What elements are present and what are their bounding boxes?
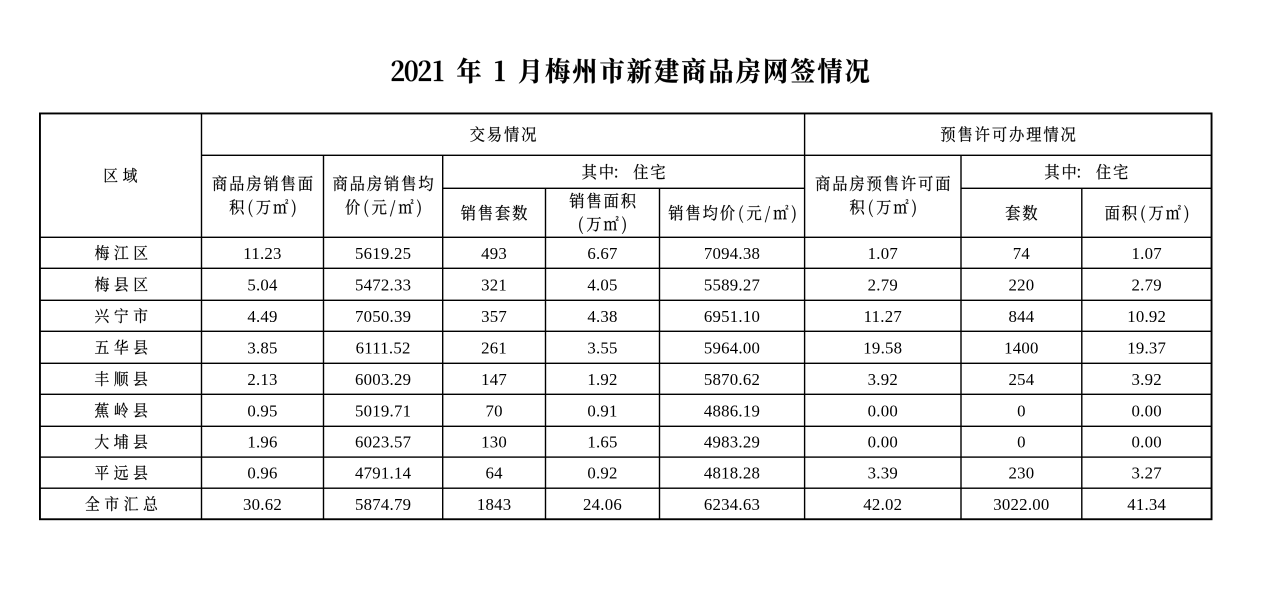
svg-text:10.92: 10.92	[1127, 307, 1166, 326]
svg-text:220: 220	[1008, 275, 1034, 294]
svg-text:6111.52: 6111.52	[356, 338, 411, 357]
svg-text:1400: 1400	[1004, 338, 1039, 357]
svg-text:3.39: 3.39	[868, 464, 898, 483]
svg-text:2.13: 2.13	[247, 370, 277, 389]
svg-text:4.49: 4.49	[247, 307, 277, 326]
svg-text:0.00: 0.00	[868, 433, 898, 452]
svg-text:64: 64	[485, 464, 503, 483]
svg-text:4.38: 4.38	[587, 307, 617, 326]
svg-text:3.55: 3.55	[587, 338, 617, 357]
svg-text:42.02: 42.02	[863, 495, 902, 514]
svg-text:6003.29: 6003.29	[355, 370, 411, 389]
svg-text:5019.71: 5019.71	[355, 401, 411, 420]
svg-text:0.95: 0.95	[247, 401, 277, 420]
svg-text:5619.25: 5619.25	[355, 244, 411, 263]
svg-text:30.62: 30.62	[243, 495, 282, 514]
svg-text:2.79: 2.79	[1132, 275, 1162, 294]
svg-text:0.92: 0.92	[587, 464, 617, 483]
svg-text:321: 321	[481, 275, 507, 294]
svg-text:3.92: 3.92	[868, 370, 898, 389]
svg-text:0: 0	[1017, 433, 1026, 452]
svg-text:5472.33: 5472.33	[355, 275, 411, 294]
svg-text:4983.29: 4983.29	[704, 433, 760, 452]
svg-text:0.00: 0.00	[1132, 401, 1162, 420]
svg-text:5589.27: 5589.27	[704, 275, 760, 294]
svg-text:1.92: 1.92	[587, 370, 617, 389]
svg-text:1843: 1843	[477, 495, 512, 514]
svg-text:1.96: 1.96	[247, 433, 277, 452]
svg-text:1.07: 1.07	[868, 244, 898, 263]
svg-text:41.34: 41.34	[1127, 495, 1166, 514]
svg-text:4.05: 4.05	[587, 275, 617, 294]
svg-text:6234.63: 6234.63	[704, 495, 760, 514]
svg-text:6951.10: 6951.10	[704, 307, 760, 326]
svg-text:6023.57: 6023.57	[355, 433, 411, 452]
svg-text:0.00: 0.00	[868, 401, 898, 420]
svg-text:7050.39: 7050.39	[355, 307, 411, 326]
svg-text:74: 74	[1013, 244, 1031, 263]
svg-text:5870.62: 5870.62	[704, 370, 760, 389]
svg-text:70: 70	[485, 401, 502, 420]
svg-text:147: 147	[481, 370, 507, 389]
svg-text:5.04: 5.04	[247, 275, 278, 294]
svg-text:844: 844	[1008, 307, 1034, 326]
svg-text:7094.38: 7094.38	[704, 244, 760, 263]
svg-text:0: 0	[1017, 401, 1026, 420]
svg-text:0.00: 0.00	[1132, 433, 1162, 452]
svg-text:3.27: 3.27	[1132, 464, 1162, 483]
svg-text:4791.14: 4791.14	[355, 464, 412, 483]
svg-text:6.67: 6.67	[587, 244, 617, 263]
svg-text:5964.00: 5964.00	[704, 338, 760, 357]
svg-text:4886.19: 4886.19	[704, 401, 760, 420]
svg-text:230: 230	[1008, 464, 1034, 483]
svg-text:3.92: 3.92	[1132, 370, 1162, 389]
svg-text:357: 357	[481, 307, 507, 326]
svg-text:11.23: 11.23	[243, 244, 281, 263]
svg-text:254: 254	[1008, 370, 1034, 389]
svg-text:130: 130	[481, 433, 507, 452]
svg-text:24.06: 24.06	[583, 495, 622, 514]
svg-text:493: 493	[481, 244, 507, 263]
svg-text:1.07: 1.07	[1132, 244, 1162, 263]
svg-text:0.96: 0.96	[247, 464, 277, 483]
svg-text:4818.28: 4818.28	[704, 464, 760, 483]
svg-text:19.58: 19.58	[863, 338, 902, 357]
svg-text:0.91: 0.91	[587, 401, 617, 420]
svg-text:3022.00: 3022.00	[993, 495, 1049, 514]
svg-text:19.37: 19.37	[1127, 338, 1166, 357]
svg-text:11.27: 11.27	[864, 307, 902, 326]
svg-text:3.85: 3.85	[247, 338, 277, 357]
svg-text:5874.79: 5874.79	[355, 495, 411, 514]
svg-text:261: 261	[481, 338, 507, 357]
svg-text:2.79: 2.79	[868, 275, 898, 294]
svg-text:1.65: 1.65	[587, 433, 617, 452]
